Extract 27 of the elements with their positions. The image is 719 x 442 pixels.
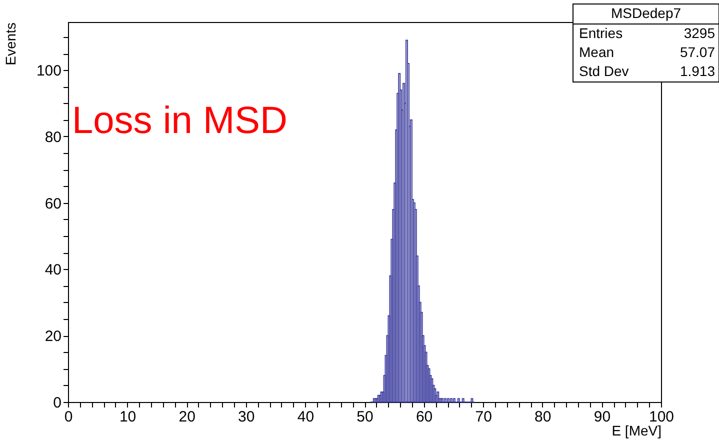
- text: 3295: [684, 25, 716, 41]
- x-tick-label: 0: [64, 408, 73, 426]
- y-tick-label: 40: [44, 262, 62, 279]
- annotation: Loss in MSD: [72, 100, 288, 142]
- annotation: Std Dev: [579, 63, 629, 79]
- x-tick-label: 30: [238, 408, 255, 426]
- x-axis-title: E [MeV]: [612, 422, 662, 438]
- y-tick-label: 80: [44, 129, 62, 146]
- y-tick-label: 60: [44, 195, 62, 212]
- x-tick-label: 70: [475, 408, 492, 426]
- y-tick-label: 20: [44, 328, 62, 346]
- annotation: Mean: [579, 44, 614, 60]
- y-tick-label: 0: [53, 394, 62, 412]
- text: 1.913: [680, 63, 716, 79]
- x-tick-label: 80: [534, 408, 552, 426]
- x-tick-label: 60: [416, 408, 433, 426]
- x-tick-label: 50: [356, 408, 374, 426]
- x-tick-label: 90: [594, 408, 611, 426]
- x-tick-label: 100: [648, 408, 674, 426]
- text: MSDedep7: [610, 5, 682, 21]
- annotation: Entries: [579, 25, 623, 41]
- x-tick-label: 10: [119, 408, 136, 426]
- x-tick-label: 20: [178, 408, 196, 426]
- y-tick-label: 100: [36, 62, 62, 80]
- x-tick-label: 40: [297, 408, 314, 426]
- text: 57.07: [680, 44, 716, 60]
- y-axis-title: Events: [2, 22, 18, 66]
